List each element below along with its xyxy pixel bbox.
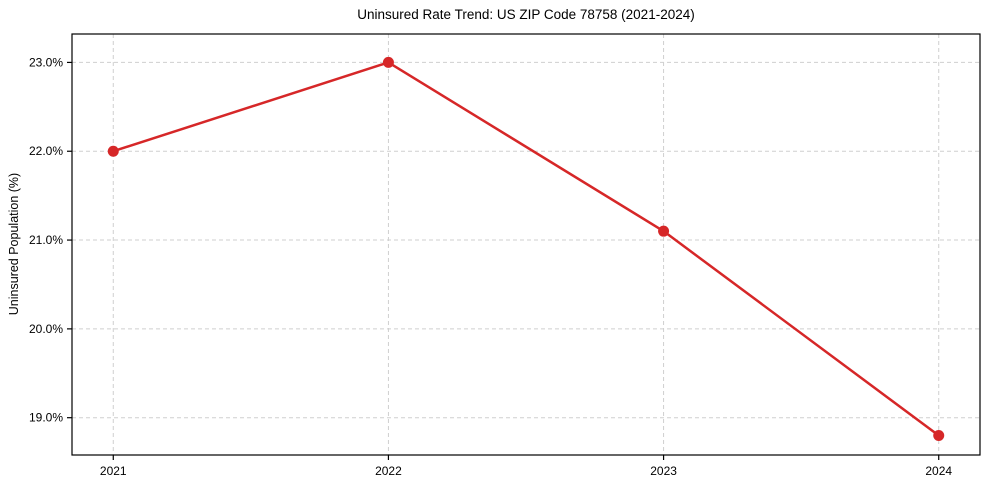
chart-title: Uninsured Rate Trend: US ZIP Code 78758 … (357, 7, 695, 22)
x-tick-label: 2022 (375, 464, 402, 478)
y-tick-label: 20.0% (29, 322, 63, 336)
y-tick-label: 21.0% (29, 233, 63, 247)
x-tick-label: 2021 (100, 464, 127, 478)
trend-line (112, 61, 940, 437)
data-point (107, 145, 119, 157)
data-point (658, 225, 670, 237)
data-point (933, 429, 945, 441)
y-tick-label: 23.0% (29, 55, 63, 69)
data-point (382, 56, 394, 68)
x-tick-label: 2024 (925, 464, 952, 478)
plot-border (71, 33, 981, 456)
y-tick-label: 22.0% (29, 144, 63, 158)
y-tick-label: 19.0% (29, 411, 63, 425)
x-tick-label: 2023 (650, 464, 677, 478)
